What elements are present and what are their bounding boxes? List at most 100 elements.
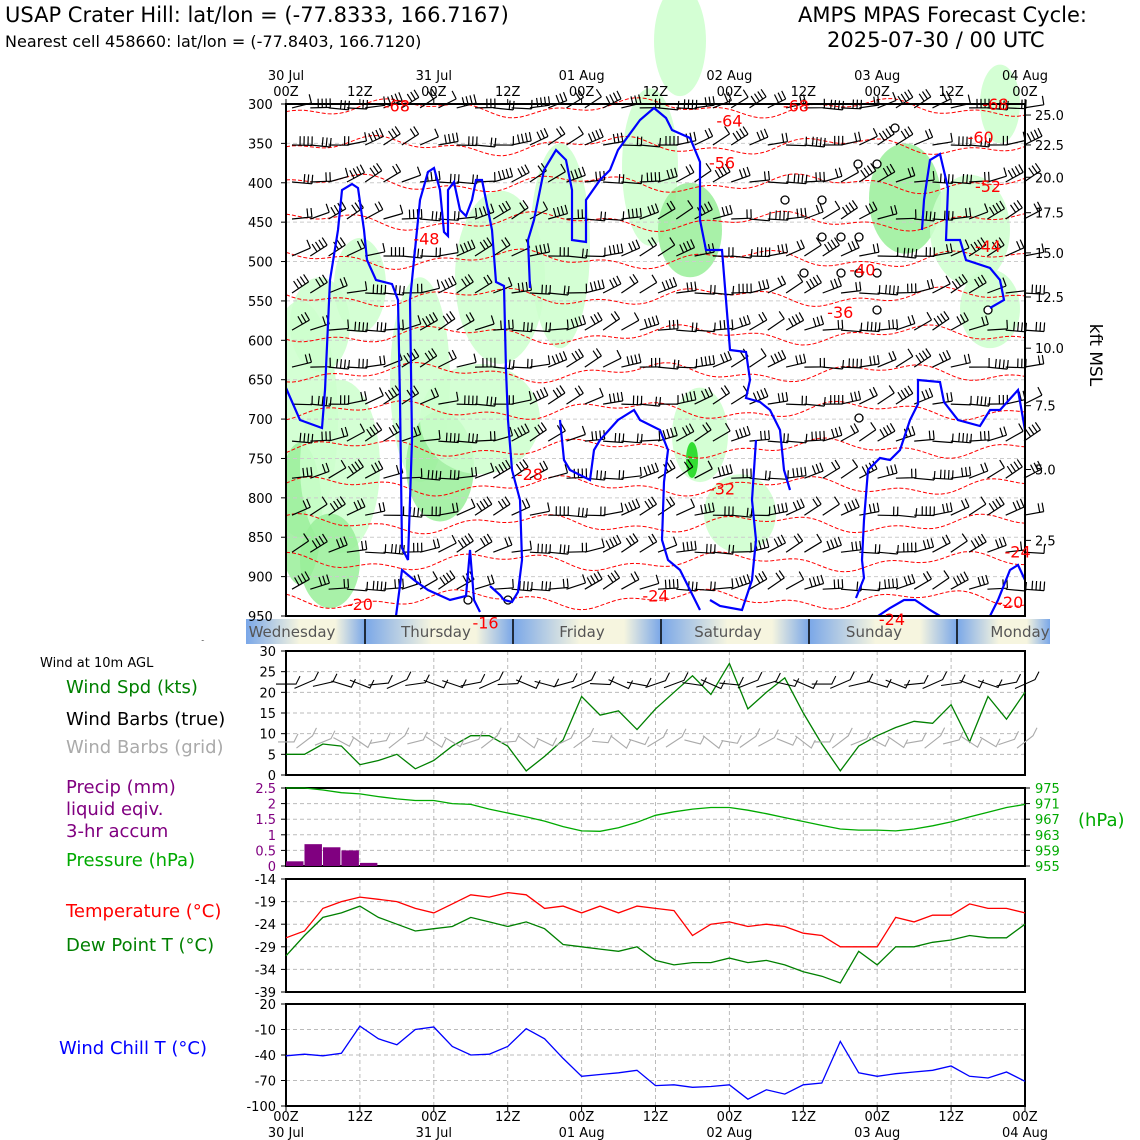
- wind-barb: [950, 498, 970, 516]
- wind-barb: [987, 579, 1008, 590]
- wind-barb: [950, 395, 972, 406]
- wind-barb: [968, 496, 987, 516]
- wind-barb: [676, 358, 698, 369]
- wind-barb-grid: [480, 727, 502, 749]
- wind-barb: [639, 496, 658, 516]
- kft-tick-label: 10.0: [1035, 342, 1064, 357]
- wind-barb: [749, 470, 771, 481]
- wind-barb: [547, 126, 566, 146]
- legend-rh90-label: RH > 90%: [40, 537, 133, 558]
- wind-barb: [694, 387, 714, 405]
- top-time-date: 04 Aug: [1002, 69, 1048, 84]
- wind-barb: [932, 90, 951, 109]
- wind-barb: [328, 459, 347, 479]
- legend-temperature: Temperature (°C): [18, 275, 174, 296]
- wind-barb: [566, 166, 586, 183]
- bottom-time-hour: 00Z: [1012, 1110, 1038, 1125]
- wind10m-frame: [285, 650, 1026, 776]
- wind-barb-true: [793, 679, 818, 690]
- wind10m-ytick-label: 20: [259, 686, 276, 701]
- wind10m-ytick-label: 30: [259, 645, 276, 660]
- precip-frame: [285, 787, 1026, 867]
- wind-barb: [767, 132, 789, 146]
- wind-barb: [328, 536, 348, 553]
- wind-barb: [676, 281, 697, 294]
- temperature-contour-label: -36: [827, 303, 853, 322]
- wind-barb: [566, 385, 584, 405]
- wind-barb: [950, 94, 971, 109]
- wind-barb: [987, 496, 1005, 516]
- wind-barb: [730, 348, 749, 368]
- weekday-band: [661, 619, 809, 644]
- weekday-band: [513, 619, 661, 644]
- wind-barb: [895, 385, 914, 405]
- wind-barb: [346, 199, 364, 220]
- wind-barb: [694, 355, 715, 368]
- wind-barb: [749, 430, 770, 442]
- wind-barb-true: [534, 678, 560, 688]
- wind-barb: [877, 544, 899, 555]
- wind-barb: [657, 496, 676, 516]
- wind-barb: [328, 276, 348, 294]
- wind-barb: [657, 359, 680, 370]
- precip-label-1: Precip (mm): [66, 777, 176, 798]
- pressure-unit-label: (hPa): [1078, 810, 1125, 831]
- wind-barb: [420, 170, 441, 183]
- wind-barb: [877, 506, 899, 517]
- legend-rh80-label: RH > 80%: [40, 506, 133, 527]
- wind-barb-grid: [370, 732, 391, 744]
- wind-barb-true: [515, 679, 541, 689]
- wind-barb-grid: [813, 733, 835, 743]
- wind-barb: [987, 135, 1008, 146]
- weekday-name: Friday: [559, 623, 605, 641]
- wind-barb: [657, 459, 676, 479]
- wind-barb: [694, 422, 712, 442]
- wind-barb: [822, 319, 844, 331]
- wind-barb: [584, 128, 604, 146]
- bottom-time-hour: 12Z: [791, 1110, 817, 1125]
- wind-barb-true: [423, 679, 449, 689]
- wind-barb: [310, 315, 330, 331]
- cell-size-title: MPAS cell size:: [22, 121, 206, 150]
- temperature-contour-label: -48: [413, 230, 439, 249]
- nearest-cell-info: Nearest cell 458660: lat/lon = (-77.8403…: [5, 32, 422, 51]
- rh-region: [686, 442, 698, 479]
- wind-barb: [804, 237, 822, 257]
- wind-barb: [950, 466, 972, 479]
- wind-barb: [914, 538, 935, 553]
- pressure-tick-label: 500: [248, 256, 273, 271]
- wind-barb: [767, 470, 789, 480]
- wind-barb: [456, 274, 474, 294]
- wind-barb: [840, 239, 860, 257]
- wind-barb: [731, 248, 753, 259]
- temperature-contour: [285, 475, 1025, 497]
- wind-barb: [749, 571, 768, 590]
- wind-barb: [419, 571, 438, 590]
- wind-barb: [657, 426, 678, 442]
- wind-barb: [840, 322, 863, 333]
- pressure-ytick-label: 967: [1035, 813, 1060, 828]
- weekday-name: Thursday: [400, 623, 471, 641]
- wind-barb: [694, 543, 716, 554]
- wind-barb: [419, 348, 438, 368]
- wind-barb: [492, 200, 512, 220]
- temperature-contour: [285, 97, 1025, 119]
- wind-barb: [658, 395, 679, 405]
- wind-barb: [859, 581, 881, 592]
- pressure-ytick-label: 955: [1035, 860, 1060, 875]
- wind-barb: [328, 496, 346, 516]
- wind-barb: [859, 502, 880, 516]
- wind-barb: [785, 273, 804, 294]
- wind-barb: [1023, 321, 1046, 333]
- windchill-line: [285, 1025, 1026, 1100]
- wind-barb: [383, 163, 402, 183]
- wind-barb-grid: [998, 731, 1020, 746]
- wind-barb: [987, 100, 1009, 111]
- wind-barb: [529, 460, 549, 479]
- calm-circle: [872, 268, 882, 278]
- wind-barb: [474, 172, 496, 183]
- wind-barb: [1023, 580, 1046, 592]
- wind-barb: [1023, 354, 1045, 368]
- wind-barb: [547, 385, 566, 405]
- wind-barb: [786, 433, 808, 444]
